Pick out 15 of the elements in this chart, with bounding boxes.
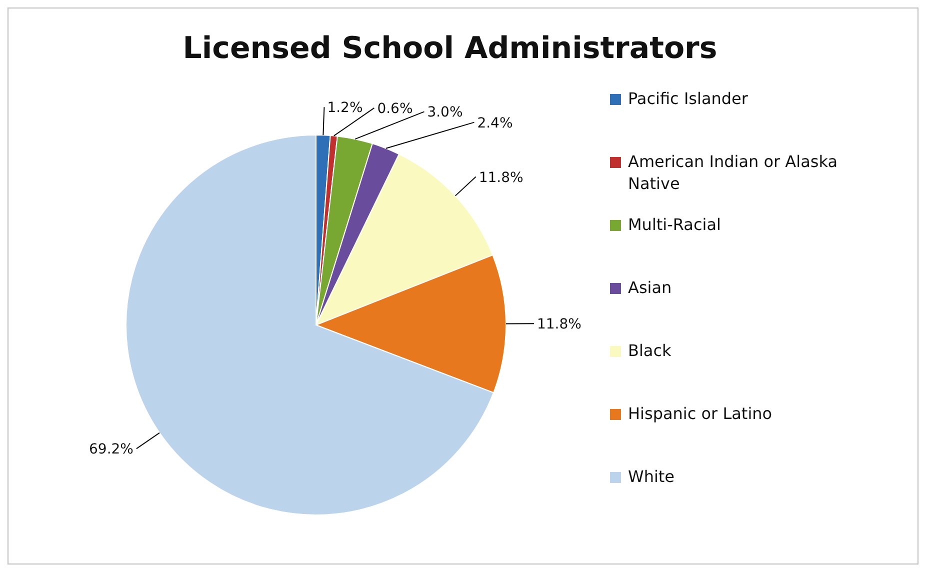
- data-label: 2.4%: [477, 115, 513, 132]
- data-label: 0.6%: [377, 100, 413, 117]
- chart-title: Licensed School Administrators: [182, 31, 718, 66]
- legend-label: Hispanic or Latino: [628, 404, 772, 423]
- legend-label: Pacific Islander: [628, 89, 748, 108]
- legend-label: White: [628, 467, 675, 486]
- data-label: 3.0%: [427, 104, 463, 121]
- data-label: 1.2%: [327, 100, 363, 116]
- data-label: 69.2%: [88, 442, 134, 458]
- legend-label: American Indian or Alaska Native: [628, 152, 838, 193]
- legend-label: Multi-Racial: [628, 215, 721, 234]
- data-label: 11.8%: [536, 316, 582, 333]
- data-label: 11.8%: [478, 170, 524, 186]
- legend-label: Asian: [628, 278, 672, 297]
- legend-label: Black: [628, 341, 672, 360]
